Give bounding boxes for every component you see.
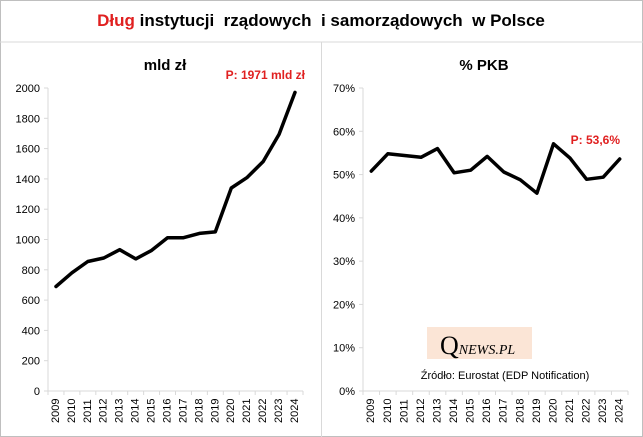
left-y-tick-label: 1000 bbox=[16, 235, 40, 247]
left-x-tick-label: 2018 bbox=[193, 399, 205, 423]
left-x-tick-label: 2010 bbox=[66, 399, 78, 423]
right-x-tick-label: 2019 bbox=[531, 399, 543, 423]
left-x-tick-label: 2020 bbox=[225, 399, 237, 423]
right-chart-title: % PKB bbox=[459, 57, 508, 74]
left-x-tick-label: 2013 bbox=[114, 399, 126, 423]
left-y-tick-label: 600 bbox=[22, 295, 40, 307]
left-x-tick-label: 2021 bbox=[241, 399, 253, 423]
left-y-tick-label: 1600 bbox=[16, 144, 40, 156]
right-y-tick-label: 40% bbox=[333, 213, 355, 225]
left-y-tick-label: 2000 bbox=[16, 83, 40, 95]
right-series-line bbox=[369, 142, 622, 195]
left-last-value-annotation: P: 1971 mld zł bbox=[226, 68, 306, 82]
right-last-value-annotation: P: 53,6% bbox=[571, 133, 621, 147]
right-y-tick-label: 0% bbox=[339, 386, 355, 398]
left-y-tick-label: 1800 bbox=[16, 113, 40, 125]
left-x-tick-label: 2024 bbox=[289, 399, 301, 423]
left-x-tick-label: 2019 bbox=[209, 399, 221, 423]
logo: QNEWS.PL bbox=[440, 331, 515, 360]
right-y-tick-label: 30% bbox=[333, 256, 355, 268]
right-x-tick-label: 2021 bbox=[564, 399, 576, 423]
left-y-tick-label: 200 bbox=[22, 356, 40, 368]
right-x-tick-label: 2022 bbox=[581, 399, 593, 423]
right-x-tick-label: 2015 bbox=[465, 399, 477, 423]
left-x-tick-label: 2015 bbox=[146, 399, 158, 423]
right-y-tick-label: 20% bbox=[333, 299, 355, 311]
left-y-tick-label: 400 bbox=[22, 325, 40, 337]
left-series-line bbox=[54, 90, 297, 289]
right-x-tick-label: 2014 bbox=[448, 399, 460, 423]
right-x-tick-label: 2024 bbox=[614, 399, 626, 423]
right-chart-plot: 0% 10% 20% 30% 40% 50% 60% 70% 2009 2010 2011 2012 2… bbox=[333, 83, 629, 423]
logo-rest: NEWS.PL bbox=[458, 343, 516, 358]
left-chart-title: mld zł bbox=[144, 57, 187, 74]
left-x-tick-label: 2011 bbox=[82, 399, 94, 423]
right-y-tick-label: 10% bbox=[333, 343, 355, 355]
left-y-tick-label: 800 bbox=[22, 265, 40, 277]
logo-box bbox=[427, 327, 532, 359]
right-x-tick-label: 2010 bbox=[382, 399, 394, 423]
right-x-tick-label: 2023 bbox=[597, 399, 609, 423]
right-y-tick-label: 50% bbox=[333, 170, 355, 182]
right-x-tick-label: 2020 bbox=[547, 399, 559, 423]
left-y-tick-label: 1400 bbox=[16, 174, 40, 186]
left-y-tick-label: 0 bbox=[34, 386, 40, 398]
left-x-tick-label: 2016 bbox=[161, 399, 173, 423]
right-x-tick-label: 2009 bbox=[365, 399, 377, 423]
right-x-tick-label: 2011 bbox=[398, 399, 410, 423]
left-x-tick-label: 2017 bbox=[177, 399, 189, 423]
right-x-tick-label: 2012 bbox=[415, 399, 427, 423]
left-x-tick-label: 2012 bbox=[98, 399, 110, 423]
right-x-tick-label: 2013 bbox=[431, 399, 443, 423]
right-x-tick-label: 2017 bbox=[498, 399, 510, 423]
title-rest: instytucji rządowych i samorządowych w P… bbox=[135, 11, 545, 30]
right-x-tick-label: 2018 bbox=[514, 399, 526, 423]
left-x-tick-label: 2022 bbox=[257, 399, 269, 423]
right-y-tick-label: 70% bbox=[333, 83, 355, 95]
source-note: Źródło: Eurostat (EDP Notification) bbox=[421, 369, 590, 382]
left-chart-plot: 0 200 400 600 800 1000 1200 1400 1600 1800 2000 200… bbox=[16, 68, 306, 423]
right-x-tick-label: 2016 bbox=[481, 399, 493, 423]
title-highlight: Dług bbox=[97, 11, 135, 30]
left-x-tick-label: 2014 bbox=[130, 399, 142, 423]
figure-title: Dług instytucji rządowych i samorządowyc… bbox=[97, 11, 545, 30]
right-y-tick-label: 60% bbox=[333, 126, 355, 138]
left-x-tick-label: 2023 bbox=[273, 399, 285, 423]
left-y-tick-label: 1200 bbox=[16, 204, 40, 216]
logo-q: Q bbox=[440, 331, 459, 360]
left-x-tick-label: 2009 bbox=[50, 399, 62, 423]
